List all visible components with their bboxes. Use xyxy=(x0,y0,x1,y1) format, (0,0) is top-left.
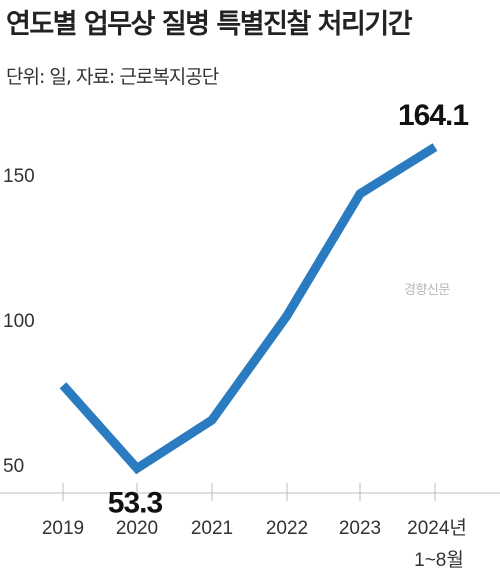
y-tick-label: 100 xyxy=(3,311,35,332)
x-tick-label: 2023 xyxy=(339,518,381,539)
y-tick-label: 50 xyxy=(3,456,24,477)
data-label: 53.3 xyxy=(108,486,163,519)
x-tick-label: 2022 xyxy=(266,518,308,539)
x-tick-label: 2020 xyxy=(116,518,158,539)
series-line xyxy=(59,143,438,475)
x-tick-label: 2021 xyxy=(191,518,233,539)
chart-title: 연도별 업무상 질병 특별진찰 처리기간 xyxy=(6,9,413,40)
x-tick-label: 2024년 xyxy=(407,517,467,539)
data-label: 164.1 xyxy=(398,99,468,132)
y-tick-label: 150 xyxy=(3,166,35,187)
x-tick-sublabel: 1~8월 xyxy=(414,549,464,571)
watermark: 경향신문 xyxy=(404,283,450,298)
chart-subtitle: 단위: 일, 자료: 근로복지공단 xyxy=(6,66,219,88)
x-tick-label: 2019 xyxy=(42,518,84,539)
